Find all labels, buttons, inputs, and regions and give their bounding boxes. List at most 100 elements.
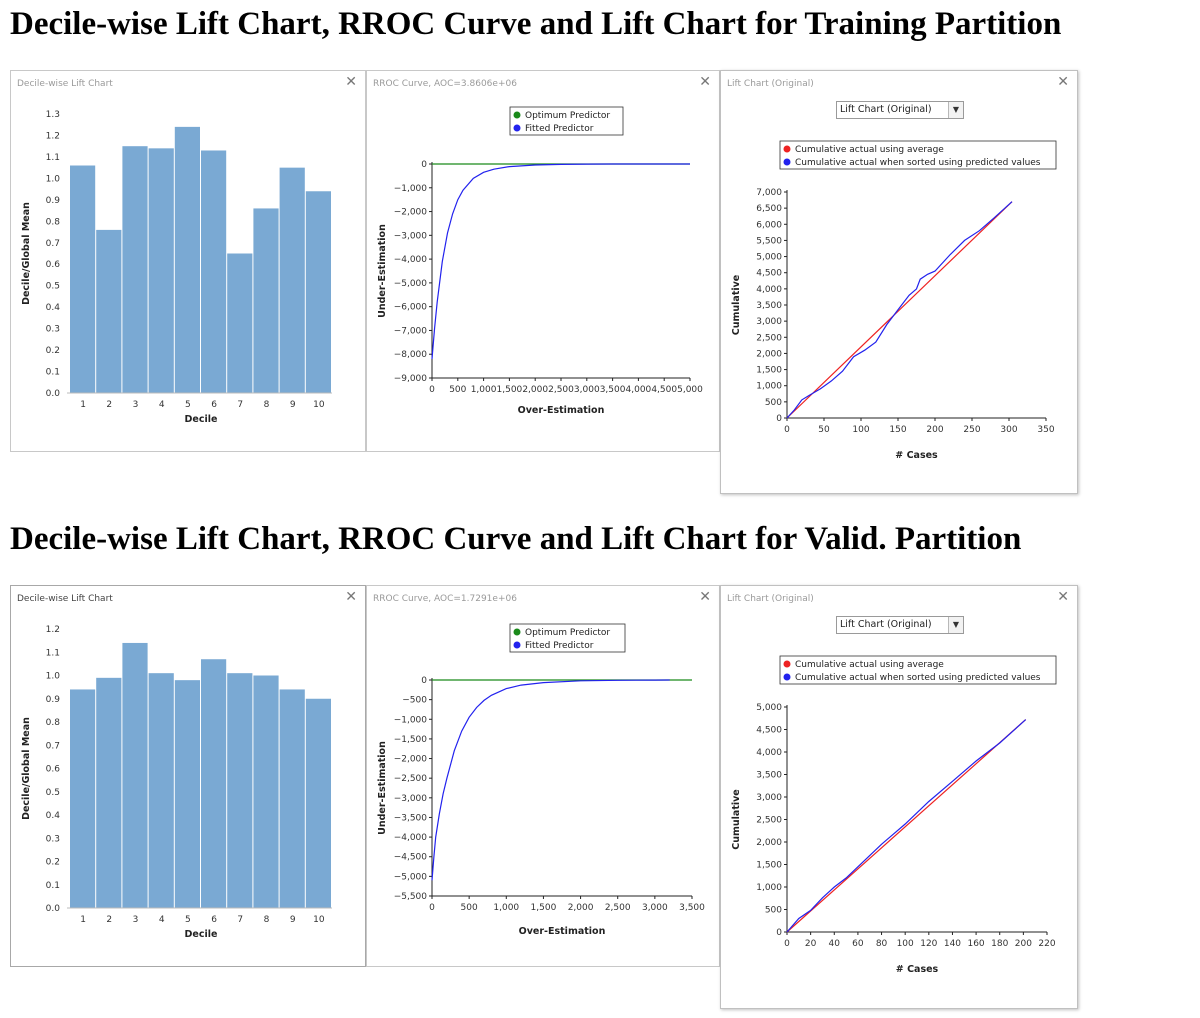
y-tick-label: −3,500 bbox=[394, 813, 428, 823]
bar bbox=[96, 229, 122, 393]
x-tick-label: 120 bbox=[920, 939, 937, 949]
legend-marker bbox=[513, 124, 521, 132]
cumulative-actual-when-sorted-using-predicted-values-line bbox=[786, 719, 1027, 933]
y-tick-label: −3,000 bbox=[394, 794, 428, 804]
lift-chart: 0 500 1,000 1,500 2,000 2,500 3,000 3,500 4,000 4… bbox=[731, 655, 1057, 975]
y-axis-label: Cumulative bbox=[731, 789, 742, 850]
y-tick-label: 6,000 bbox=[756, 220, 782, 230]
x-tick-label: 0 bbox=[784, 425, 790, 435]
y-tick-label: 0.3 bbox=[46, 834, 60, 844]
y-tick-label: −4,000 bbox=[394, 255, 428, 265]
x-tick-label: 1,000 bbox=[493, 903, 519, 913]
close-icon[interactable]: ✕ bbox=[1057, 74, 1069, 90]
y-tick-label: 0.8 bbox=[46, 718, 61, 728]
y-tick-label: 1.2 bbox=[46, 625, 60, 635]
legend-marker bbox=[513, 111, 521, 119]
x-tick-label: 80 bbox=[876, 939, 888, 949]
y-tick-label: 500 bbox=[765, 906, 782, 916]
y-tick-label: −2,000 bbox=[394, 208, 428, 218]
x-tick-label: 1,000 bbox=[471, 385, 497, 395]
x-tick-label: 0 bbox=[429, 385, 435, 395]
x-tick-label: 1 bbox=[80, 400, 86, 410]
y-tick-label: 2,500 bbox=[756, 816, 782, 826]
x-tick-label: 2,500 bbox=[548, 385, 574, 395]
y-tick-label: 0.5 bbox=[46, 282, 60, 292]
x-tick-label: 1,500 bbox=[497, 385, 523, 395]
window-title: Lift Chart (Original) bbox=[727, 594, 814, 604]
y-tick-label: 0.7 bbox=[46, 741, 60, 751]
y-tick-label: 4,500 bbox=[756, 726, 782, 736]
x-axis-label: Over-Estimation bbox=[519, 926, 606, 937]
x-tick-label: 60 bbox=[852, 939, 864, 949]
legend-marker bbox=[513, 641, 521, 649]
decile-lift-chart: 0.0 0.1 0.2 0.3 0.4 0.5 0.6 0.7 0.8 0.9 1.0 1.1 1.2 1… bbox=[21, 110, 332, 425]
y-tick-label: 2,500 bbox=[756, 333, 782, 343]
legend-label: Fitted Predictor bbox=[525, 124, 594, 134]
x-tick-label: 4 bbox=[159, 915, 165, 925]
window-title: Decile-wise Lift Chart bbox=[17, 79, 113, 89]
x-tick-label: 3,500 bbox=[679, 903, 705, 913]
legend-label: Cumulative actual when sorted using pred… bbox=[795, 158, 1041, 168]
y-tick-label: −5,500 bbox=[394, 892, 428, 902]
x-tick-label: 1,500 bbox=[531, 903, 557, 913]
legend-box bbox=[779, 140, 1057, 170]
y-tick-label: −2,500 bbox=[394, 774, 428, 784]
x-tick-label: 3,500 bbox=[600, 385, 626, 395]
y-tick-label: −8,000 bbox=[394, 350, 428, 360]
y-tick-label: 1.1 bbox=[46, 153, 60, 163]
y-tick-label: 3,000 bbox=[756, 317, 782, 327]
y-tick-label: 1.0 bbox=[46, 672, 61, 682]
y-tick-label: 500 bbox=[765, 398, 782, 408]
legend-label: Optimum Predictor bbox=[525, 111, 610, 121]
y-tick-label: 0.9 bbox=[46, 196, 61, 206]
y-tick-label: 4,000 bbox=[756, 285, 782, 295]
y-axis-label: Cumulative bbox=[731, 275, 742, 336]
bar bbox=[148, 673, 174, 908]
bar bbox=[305, 191, 331, 393]
close-icon[interactable]: ✕ bbox=[699, 74, 711, 90]
valid-heading: Decile-wise Lift Chart, RROC Curve and L… bbox=[10, 521, 1022, 557]
x-tick-label: 1 bbox=[80, 915, 86, 925]
y-axis-label: Under-Estimation bbox=[377, 224, 388, 318]
y-tick-label: −500 bbox=[402, 696, 427, 706]
x-tick-label: 6 bbox=[211, 915, 217, 925]
lift-chart-dropdown[interactable]: Lift Chart (Original) ▼ bbox=[836, 101, 964, 119]
x-tick-label: 2,000 bbox=[522, 385, 548, 395]
x-axis-label: Decile bbox=[185, 929, 218, 940]
y-tick-label: 5,000 bbox=[756, 253, 782, 263]
y-tick-label: 0.4 bbox=[46, 811, 61, 821]
x-tick-label: 9 bbox=[290, 915, 296, 925]
x-tick-label: 0 bbox=[429, 903, 435, 913]
y-tick-label: −3,000 bbox=[394, 231, 428, 241]
training-heading: Decile-wise Lift Chart, RROC Curve and L… bbox=[10, 6, 1062, 42]
y-tick-label: −1,500 bbox=[394, 735, 428, 745]
legend-label: Fitted Predictor bbox=[525, 641, 594, 651]
x-tick-label: 2 bbox=[106, 915, 112, 925]
x-tick-label: 500 bbox=[449, 385, 466, 395]
bar bbox=[201, 150, 227, 393]
close-icon[interactable]: ✕ bbox=[345, 589, 357, 605]
close-icon[interactable]: ✕ bbox=[699, 589, 711, 605]
y-tick-label: 2,000 bbox=[756, 838, 782, 848]
bar bbox=[122, 146, 148, 393]
y-tick-label: 1,000 bbox=[756, 382, 782, 392]
chevron-down-icon[interactable]: ▼ bbox=[948, 102, 963, 118]
legend-label: Optimum Predictor bbox=[525, 628, 610, 638]
bar bbox=[96, 677, 122, 908]
chevron-down-icon[interactable]: ▼ bbox=[948, 617, 963, 633]
y-tick-label: −7,000 bbox=[394, 326, 428, 336]
x-axis-label: Decile bbox=[185, 414, 218, 425]
close-icon[interactable]: ✕ bbox=[1057, 589, 1069, 605]
x-tick-label: 180 bbox=[991, 939, 1008, 949]
x-tick-label: 10 bbox=[313, 915, 325, 925]
lift-chart-dropdown[interactable]: Lift Chart (Original) ▼ bbox=[836, 616, 964, 634]
window-title: RROC Curve, AOC=1.7291e+06 bbox=[373, 594, 517, 604]
y-tick-label: −5,000 bbox=[394, 872, 428, 882]
legend-marker bbox=[783, 145, 791, 153]
close-icon[interactable]: ✕ bbox=[345, 74, 357, 90]
bar bbox=[148, 148, 174, 393]
x-tick-label: 20 bbox=[805, 939, 817, 949]
train-rroc-window: RROC Curve, AOC=3.8606e+06 ✕ 0 −1,000 −2,0… bbox=[366, 70, 720, 452]
y-tick-label: −1,000 bbox=[394, 184, 428, 194]
y-tick-label: 0.8 bbox=[46, 217, 61, 227]
